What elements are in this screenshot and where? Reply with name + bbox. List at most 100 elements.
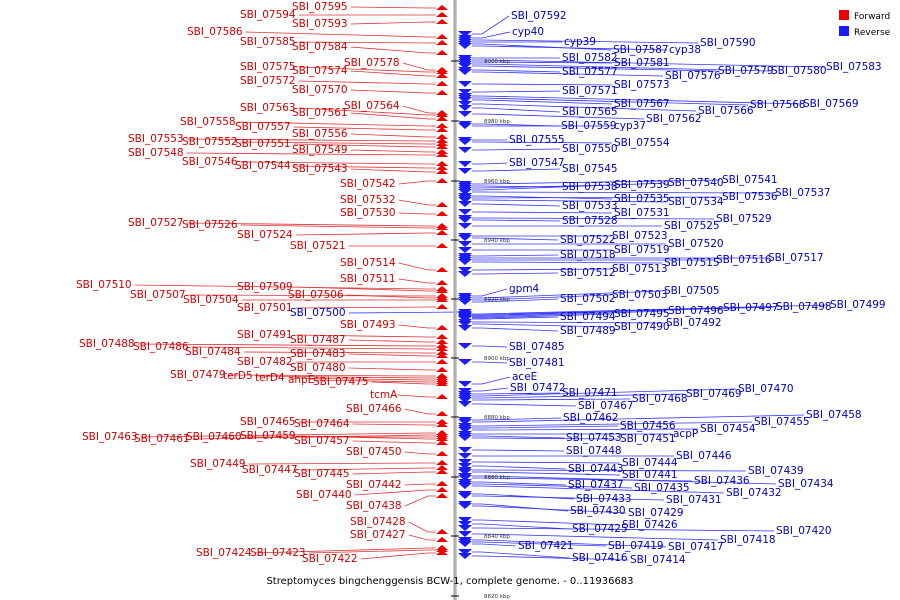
reverse-gene-glyph: [458, 453, 472, 459]
forward-gene-glyph: [436, 436, 448, 441]
reverse-gene-label: SBI_07519: [614, 244, 670, 256]
forward-gene-label: SBI_07482: [237, 356, 293, 368]
reverse-gene-label: SBI_07481: [509, 357, 565, 369]
forward-connector: [300, 467, 436, 471]
reverse-gene-glyph: [458, 259, 472, 265]
reverse-gene-glyph: [458, 381, 472, 387]
reverse-gene-label: SBI_07576: [665, 70, 721, 82]
scale-tick-label: 8960 kbp: [484, 179, 510, 185]
reverse-connector: [472, 398, 631, 401]
reverse-gene-label: SBI_07582: [562, 52, 618, 64]
reverse-connector: [472, 107, 561, 113]
reverse-gene-label: cyp40: [512, 26, 544, 38]
reverse-gene-label: SBI_07432: [726, 487, 782, 499]
forward-connector: [402, 105, 436, 114]
forward-gene-glyph: [436, 267, 448, 272]
reverse-gene-label: SBI_07456: [620, 420, 676, 432]
reverse-gene-label: SBI_07503: [612, 289, 668, 301]
forward-connector: [295, 232, 436, 236]
reverse-connector: [472, 392, 561, 395]
reverse-connector: [472, 414, 805, 423]
reverse-gene-glyph: [458, 209, 472, 215]
forward-gene-glyph: [436, 487, 448, 492]
forward-connector: [293, 126, 436, 131]
reverse-connector: [472, 310, 667, 318]
forward-connector: [298, 66, 436, 73]
forward-gene-glyph: [436, 451, 448, 456]
connector-lines: [134, 6, 829, 561]
forward-connector: [350, 21, 436, 25]
reverse-connector: [472, 288, 508, 297]
forward-connector: [350, 133, 436, 138]
forward-gene-glyph: [436, 149, 448, 154]
forward-gene-glyph: [436, 138, 448, 143]
forward-connector: [352, 471, 436, 475]
forward-gene-glyph: [436, 537, 448, 542]
forward-gene-label: SBI_07424: [196, 547, 252, 559]
reverse-connector: [472, 425, 619, 429]
reverse-gene-label: SBI_07420: [776, 525, 832, 537]
forward-gene-label: SBI_07445: [294, 468, 350, 480]
reverse-connector: [472, 435, 565, 439]
forward-connector: [298, 41, 436, 44]
forward-connector: [408, 521, 436, 533]
scale-tick-label: 8920 kbp: [484, 297, 510, 303]
forward-connector: [240, 161, 436, 165]
reverse-gene-label: SBI_07472: [510, 382, 566, 394]
forward-gene-label: SBI_07461: [134, 433, 190, 445]
reverse-gene-label: SBI_07555: [509, 134, 565, 146]
reverse-connector: [472, 83, 613, 86]
forward-gene-glyph: [436, 90, 448, 95]
reverse-connector: [472, 505, 627, 514]
reverse-gene-label: acpP: [673, 428, 698, 440]
forward-connector: [348, 339, 436, 343]
forward-gene-label: SBI_07504: [183, 294, 239, 306]
forward-gene-glyph: [436, 144, 448, 149]
reverse-connector: [472, 551, 571, 559]
reverse-gene-glyph: [458, 57, 472, 63]
reverse-connector: [472, 475, 777, 485]
forward-connector: [402, 62, 436, 71]
forward-gene-label: SBI_07593: [292, 18, 348, 30]
reverse-connector: [472, 290, 663, 299]
reverse-gene-glyph: [458, 447, 472, 453]
reverse-gene-label: SBI_07587: [613, 44, 669, 56]
forward-connector: [360, 552, 436, 560]
reverse-gene-label: SBI_07590: [700, 37, 756, 49]
legend-reverse-swatch: [839, 26, 849, 36]
reverse-gene-glyph: [458, 43, 472, 49]
reverse-gene-glyph: [458, 235, 472, 241]
reverse-gene-glyph: [458, 427, 472, 433]
reverse-gene-label: SBI_07490: [614, 321, 670, 333]
forward-gene-label: SBI_07532: [340, 194, 396, 206]
forward-connector: [398, 212, 436, 215]
reverse-gene-glyph: [458, 95, 472, 101]
forward-gene-glyph: [436, 112, 448, 117]
reverse-connector: [472, 543, 517, 547]
reverse-connector: [472, 191, 774, 194]
forward-connector: [352, 440, 436, 444]
reverse-gene-label: SBI_07517: [768, 252, 824, 264]
reverse-gene-label: SBI_07439: [748, 465, 804, 477]
forward-connector: [240, 141, 436, 145]
forward-gene-label: SBI_07530: [340, 207, 396, 219]
forward-gene-glyph: [436, 280, 448, 285]
forward-gene-label: SBI_07584: [292, 41, 348, 53]
reverse-gene-label: SBI_07537: [775, 187, 831, 199]
forward-gene-label: SBI_07564: [344, 100, 400, 112]
forward-gene-glyph: [436, 353, 448, 358]
forward-connector: [315, 379, 436, 383]
reverse-gene-label: SBI_07535: [614, 193, 670, 205]
forward-gene-glyph: [436, 288, 448, 293]
reverse-gene-glyph: [458, 201, 472, 207]
reverse-gene-label: SBI_07451: [620, 433, 676, 445]
forward-gene-label: SBI_07480: [290, 362, 346, 374]
reverse-gene-label: SBI_07498: [776, 301, 832, 313]
reverse-connector: [472, 39, 699, 44]
forward-gene-label: SBI_07570: [292, 84, 348, 96]
reverse-gene-label: SBI_07502: [560, 293, 616, 305]
reverse-gene-label: SBI_07505: [664, 285, 720, 297]
reverse-gene-label: SBI_07536: [722, 191, 778, 203]
forward-connector: [298, 435, 436, 440]
forward-connector: [398, 199, 436, 206]
